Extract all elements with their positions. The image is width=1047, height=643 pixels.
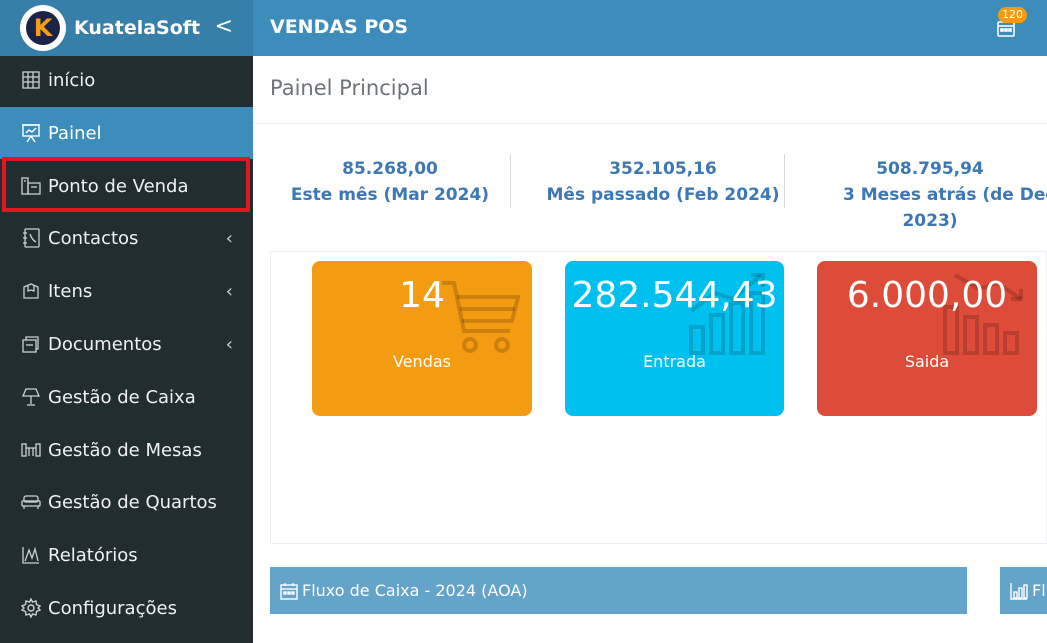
package-icon <box>21 281 41 301</box>
summary-divider <box>510 154 511 208</box>
summary-label: 3 Meses atrás (de Dec <box>843 185 1047 205</box>
page-header: Painel Principal <box>253 56 1047 124</box>
stat-box-saida[interactable]: 6.000,00 Saida <box>817 261 1037 416</box>
summary-label: Este mês (Mar 2024) <box>290 185 490 205</box>
bar-chart-down-icon <box>943 273 1023 355</box>
sidebar-item-label: Relatórios <box>48 544 138 566</box>
sidebar-item-itens[interactable]: Itens ‹ <box>0 265 253 317</box>
tables-icon <box>21 440 41 460</box>
sidebar-item-label: Gestão de Mesas <box>48 439 202 461</box>
sofa-icon <box>21 492 41 512</box>
sidebar: K KuatelaSoft < início Painel Ponto de V… <box>0 0 253 643</box>
sidebar-item-contactos[interactable]: Contactos ‹ <box>0 212 253 264</box>
chevron-left-icon: ‹ <box>225 333 233 355</box>
lamp-icon <box>21 387 41 407</box>
right-panel-header: Fl <box>1000 567 1047 614</box>
chevron-left-icon: ‹ <box>225 227 233 249</box>
notification-badge: 120 <box>998 7 1027 23</box>
summary-label: 2023) <box>902 211 958 231</box>
sidebar-item-configuracoes[interactable]: Configurações <box>0 582 253 634</box>
bar-chart-up-icon <box>689 273 765 355</box>
stat-box-entrada[interactable]: 282.544,43 Entrada <box>565 261 784 416</box>
brand[interactable]: K KuatelaSoft < <box>0 0 253 56</box>
gear-icon <box>21 598 41 618</box>
sidebar-item-painel[interactable]: Painel <box>0 107 253 159</box>
sidebar-item-label: Documentos <box>48 333 162 355</box>
brand-logo: K <box>20 5 66 51</box>
pos-terminal-icon <box>21 176 41 196</box>
right-panel-title: Fl <box>1032 581 1046 600</box>
sidebar-item-ponto-de-venda[interactable]: Ponto de Venda <box>0 160 253 212</box>
summary-value: 85.268,00 <box>342 159 438 179</box>
summary-label: Mês passado (Feb 2024) <box>546 185 780 205</box>
topbar: VENDAS POS 120 <box>253 0 1047 56</box>
stat-value: 14 <box>399 275 445 316</box>
sidebar-item-gestao-de-quartos[interactable]: Gestão de Quartos <box>0 476 253 528</box>
chart-icon <box>21 545 41 565</box>
presentation-icon <box>21 123 41 143</box>
shopping-cart-icon <box>442 281 521 353</box>
sidebar-item-gestao-de-caixa[interactable]: Gestão de Caixa <box>0 371 253 423</box>
summary-last-month: 352.105,16 Mês passado (Feb 2024) <box>538 156 788 208</box>
app-title: VENDAS POS <box>270 16 409 38</box>
page-title: Painel Principal <box>270 76 429 100</box>
sidebar-item-label: Gestão de Caixa <box>48 386 196 408</box>
sidebar-item-gestao-de-mesas[interactable]: Gestão de Mesas <box>0 424 253 476</box>
sidebar-item-relatorios[interactable]: Relatórios <box>0 529 253 581</box>
stat-box-vendas[interactable]: 14 Vendas <box>312 261 532 416</box>
stat-value: 282.544,43 <box>571 275 778 316</box>
bar-chart-icon <box>1010 582 1028 600</box>
summary-value: 352.105,16 <box>609 159 717 179</box>
calendar-icon <box>280 582 298 600</box>
summary-this-month: 85.268,00 Este mês (Mar 2024) <box>270 156 510 208</box>
summary-value: 508.795,94 <box>876 159 984 179</box>
sidebar-item-label: Configurações <box>48 597 177 619</box>
cash-flow-panel-header: Fluxo de Caixa - 2024 (AOA) <box>270 567 967 614</box>
stat-label: Saida <box>904 352 950 371</box>
sidebar-item-label: Gestão de Quartos <box>48 491 217 513</box>
sidebar-item-inicio[interactable]: início <box>0 54 253 106</box>
main-content: Painel Principal 85.268,00 Este mês (Mar… <box>253 56 1047 643</box>
sidebar-item-label: início <box>48 69 96 91</box>
address-book-icon <box>21 228 41 248</box>
documents-icon <box>21 334 41 354</box>
sidebar-item-documentos[interactable]: Documentos ‹ <box>0 318 253 370</box>
stat-label: Entrada <box>643 352 706 371</box>
sidebar-toggle-icon[interactable]: < <box>214 14 233 39</box>
sidebar-item-label: Painel <box>48 122 102 144</box>
brand-name: KuatelaSoft <box>74 17 201 39</box>
stat-value: 6.000,00 <box>846 275 1008 316</box>
cash-flow-title: Fluxo de Caixa - 2024 (AOA) <box>302 581 528 600</box>
sidebar-item-label: Contactos <box>48 227 139 249</box>
summary-three-months: 508.795,94 3 Meses atrás (de Dec 2023) <box>813 156 1047 234</box>
dashboard-grid-icon <box>21 70 41 90</box>
sidebar-item-label: Ponto de Venda <box>48 175 189 197</box>
stat-label: Vendas <box>393 352 451 371</box>
brand-logo-letter: K <box>33 14 53 42</box>
summary-divider <box>784 154 785 208</box>
chevron-left-icon: ‹ <box>225 280 233 302</box>
sidebar-item-label: Itens <box>48 280 93 302</box>
